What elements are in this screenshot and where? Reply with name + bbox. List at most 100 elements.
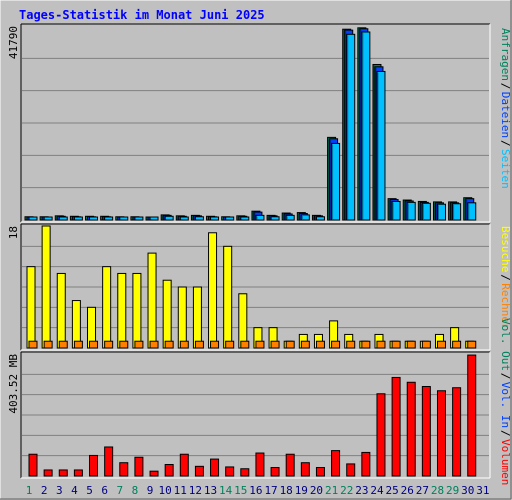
bar-seiten	[300, 214, 310, 221]
bar-volumen	[104, 446, 114, 477]
bar-rechner	[28, 340, 38, 349]
day-label: 22	[340, 484, 353, 497]
bar-volumen	[225, 466, 235, 477]
day-label: 13	[204, 484, 217, 497]
x-axis-day-labels: 1 2 3 4 5 6 7 8 9 10 11 12 13 14 15 16 17 18 19 20 21 22 23 24 2…	[26, 484, 490, 497]
bar-volumen	[270, 467, 280, 477]
day-label: 8	[132, 484, 139, 497]
bar-volumen	[406, 381, 416, 477]
bar-volumen	[194, 465, 204, 477]
bar-rechner	[240, 340, 250, 349]
panel-middle: 18	[7, 223, 491, 351]
bar-rechner	[270, 340, 280, 349]
day-label: 12	[189, 484, 202, 497]
legend-kbytes_out: Vol. Out	[499, 318, 512, 371]
bar-volumen	[285, 453, 295, 477]
bar-rechner	[406, 340, 416, 349]
legend-kbytes_in: Vol. In	[499, 382, 512, 428]
bar-volumen	[58, 469, 68, 477]
day-label: 2	[41, 484, 48, 497]
bar-volumen	[436, 390, 446, 477]
day-label: 19	[295, 484, 308, 497]
legend-separator: /	[499, 373, 512, 380]
bar-rechner	[179, 340, 189, 349]
bar-seiten	[361, 31, 371, 221]
bar-volumen	[134, 456, 144, 477]
legend-pages: Seiten	[499, 149, 512, 189]
bar-seiten	[89, 216, 99, 221]
chart-panels: 41790 18 403.52 MB	[7, 23, 491, 479]
bar-volumen	[300, 462, 310, 477]
day-label: 27	[416, 484, 429, 497]
bar-volumen	[149, 470, 159, 477]
bar-volumen	[164, 464, 174, 477]
bar-seiten	[58, 216, 68, 221]
bar-seiten	[406, 201, 416, 221]
bar-seiten	[73, 216, 83, 221]
bar-rechner	[119, 340, 129, 349]
bar-volumen	[391, 376, 401, 477]
day-label: 17	[264, 484, 277, 497]
bar-rechner	[210, 340, 220, 349]
bar-seiten	[119, 216, 129, 221]
series-legend: Anfragen/Dateien/SeitenBesuche/RechnerVo…	[499, 28, 512, 485]
bar-seiten	[467, 202, 477, 221]
day-label: 16	[249, 484, 262, 497]
bar-seiten	[421, 202, 431, 221]
bar-rechner	[467, 340, 477, 349]
bar-volumen	[255, 452, 265, 477]
day-label: 26	[401, 484, 414, 497]
bar-seiten	[270, 216, 280, 221]
bar-rechner	[134, 340, 144, 349]
day-label: 31	[476, 484, 489, 497]
bar-rechner	[149, 340, 159, 349]
bar-rechner	[452, 340, 462, 349]
bar-rechner	[391, 340, 401, 349]
day-label: 14	[219, 484, 233, 497]
bar-volumen	[89, 454, 99, 477]
bar-seiten	[179, 216, 189, 221]
bar-seiten	[331, 142, 341, 221]
bar-besuche	[147, 252, 157, 349]
day-label: 21	[325, 484, 338, 497]
legend-separator: /	[499, 430, 512, 437]
bar-rechner	[255, 340, 265, 349]
day-label: 24	[370, 484, 384, 497]
day-label: 1	[26, 484, 33, 497]
bar-rechner	[436, 340, 446, 349]
bar-seiten	[104, 216, 114, 221]
legend-separator: /	[499, 274, 512, 281]
bar-besuche	[208, 232, 218, 349]
bar-seiten	[391, 200, 401, 221]
legend-files: Dateien	[499, 92, 512, 138]
bar-volumen	[467, 354, 477, 477]
bar-seiten	[255, 214, 265, 221]
bar-seiten	[194, 216, 204, 221]
bar-seiten	[315, 216, 325, 221]
bar-besuche	[26, 266, 36, 349]
day-label: 7	[116, 484, 123, 497]
bar-rechner	[285, 340, 295, 349]
legend-kbytes: Volumen	[499, 439, 512, 485]
bar-rechner	[73, 340, 83, 349]
bar-seiten	[134, 216, 144, 221]
panel-bottom: 403.52 MB	[7, 351, 491, 479]
bar-rechner	[361, 340, 371, 349]
y-axis-max-label: 403.52 MB	[7, 354, 20, 414]
bar-volumen	[346, 463, 356, 477]
day-label: 23	[355, 484, 368, 497]
bar-volumen	[179, 453, 189, 477]
bar-besuche	[162, 279, 172, 349]
bar-rechner	[58, 340, 68, 349]
bar-volumen	[28, 453, 38, 477]
bar-besuche	[223, 245, 233, 349]
bar-rechner	[300, 340, 310, 349]
bar-volumen	[43, 469, 53, 477]
bar-besuche	[41, 225, 51, 349]
bar-volumen	[452, 387, 462, 477]
day-label: 9	[147, 484, 154, 497]
bar-rechner	[376, 340, 386, 349]
bar-seiten	[43, 216, 53, 221]
